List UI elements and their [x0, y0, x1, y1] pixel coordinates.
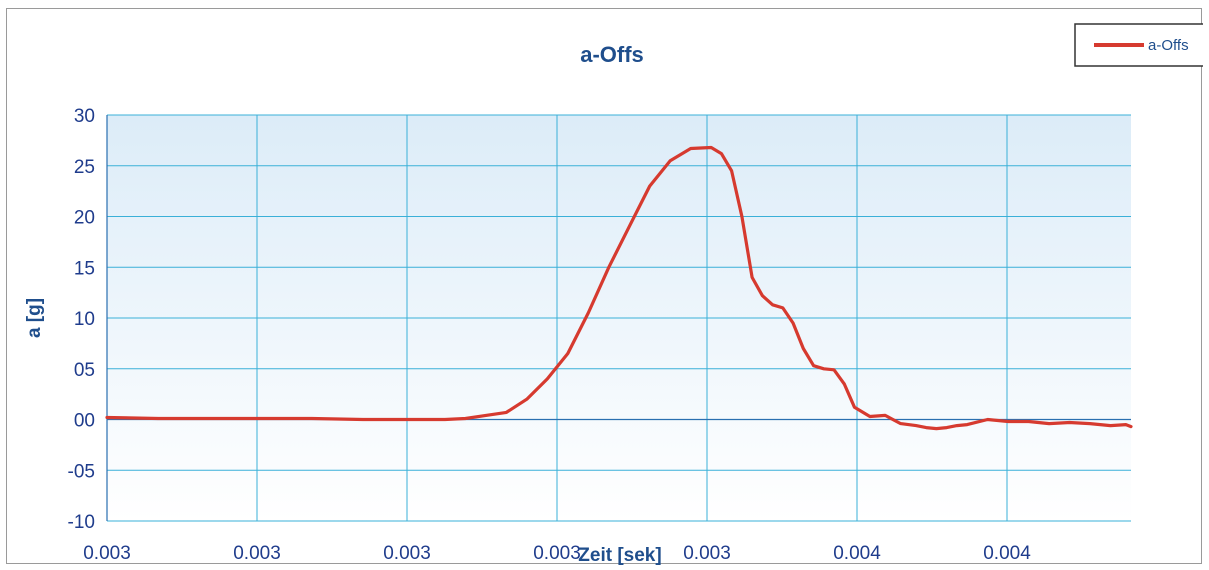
y-tick-label: -10 — [68, 512, 95, 533]
x-axis-ticks: 0.003 0.003 0.003 0.003 0.003 0.004 0.004 — [83, 543, 1031, 564]
y-axis-ticks: -10 -05 00 05 10 15 20 25 30 — [68, 106, 95, 533]
x-tick-label: 0.003 — [233, 543, 281, 564]
y-tick-label: 30 — [74, 106, 95, 127]
y-tick-label: 20 — [74, 208, 95, 229]
x-axis-title: Zeit [sek] — [578, 545, 661, 565]
x-tick-label: 0.003 — [533, 543, 581, 564]
series-line-a-offs — [105, 145, 1133, 431]
x-tick-label: 0.003 — [83, 543, 131, 564]
y-tick-label: -05 — [68, 461, 95, 482]
y-tick-label: 00 — [74, 411, 95, 432]
chart-title: a-Offs — [580, 42, 644, 67]
y-tick-label: 25 — [74, 157, 95, 178]
chart-frame: -10 -05 00 05 10 15 20 25 30 0.003 0.003 0.003 0.00… — [6, 8, 1203, 565]
y-tick-label: 05 — [74, 360, 95, 381]
y-tick-label: 15 — [74, 258, 95, 279]
legend-label: a-Offs — [1148, 37, 1189, 54]
y-axis-title: a [g] — [24, 298, 45, 338]
legend: a-Offs — [1074, 23, 1203, 67]
x-tick-label: 0.003 — [383, 543, 431, 564]
x-tick-label: 0.004 — [833, 543, 881, 564]
x-tick-label: 0.003 — [683, 543, 731, 564]
y-tick-label: 10 — [74, 309, 95, 330]
x-tick-label: 0.004 — [983, 543, 1031, 564]
